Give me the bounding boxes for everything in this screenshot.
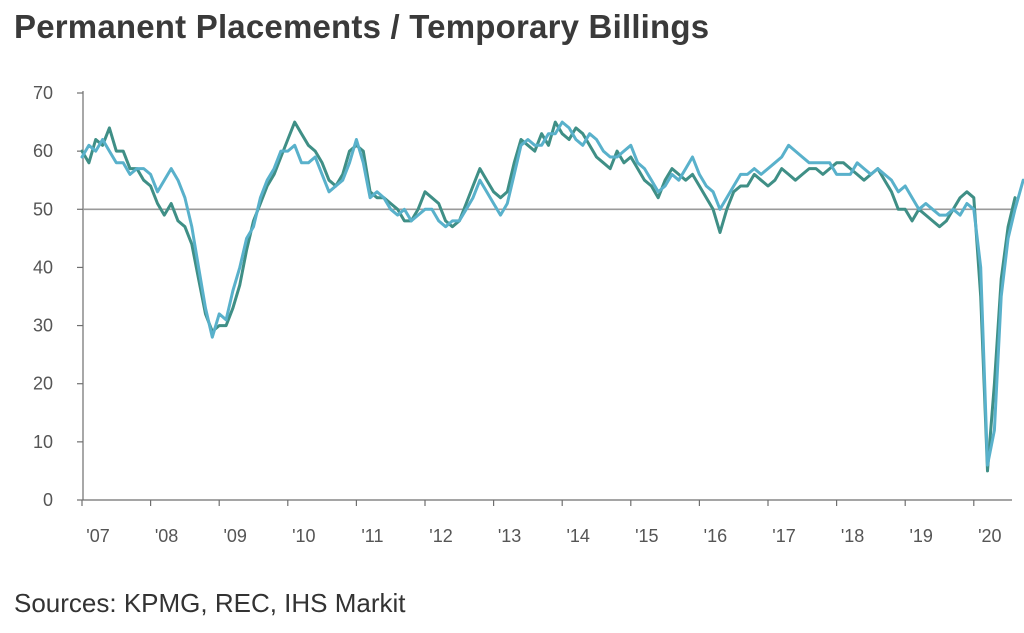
y-tick-label: 50 <box>33 199 53 219</box>
x-tick-label: '18 <box>841 526 864 546</box>
source-note: Sources: KPMG, REC, IHS Markit <box>14 588 406 618</box>
y-tick-label: 20 <box>33 374 53 394</box>
page-title: Permanent Placements / Temporary Billing… <box>14 8 710 45</box>
y-tick-label: 70 <box>33 83 53 103</box>
y-tick-label: 40 <box>33 257 53 277</box>
x-tick-label: '16 <box>704 526 727 546</box>
series-line-1 <box>80 120 1017 473</box>
x-tick-label: '17 <box>772 526 795 546</box>
y-tick-label: 0 <box>43 490 53 510</box>
x-tick-label: '10 <box>292 526 315 546</box>
x-tick-label: '11 <box>361 526 383 546</box>
x-tick-label: '14 <box>566 526 589 546</box>
y-tick-label: 10 <box>33 432 53 452</box>
line-chart: 0 10 20 30 40 50 60 70 '07 '08 '09 '10 '11 '12 '13 '14… <box>33 83 1024 546</box>
x-tick-label: '20 <box>978 526 1001 546</box>
x-tick-label: '13 <box>498 526 521 546</box>
y-tick-label: 60 <box>33 141 53 161</box>
x-tick-label: '19 <box>909 526 932 546</box>
x-tick-label: '09 <box>223 526 246 546</box>
series-group <box>80 120 1024 473</box>
y-axis: 0 10 20 30 40 50 60 70 <box>33 83 84 510</box>
x-tick-label: '08 <box>155 526 178 546</box>
series-line-2 <box>80 120 1024 467</box>
x-tick-label: '12 <box>429 526 452 546</box>
y-tick-label: 30 <box>33 316 53 336</box>
x-tick-label: '15 <box>635 526 658 546</box>
x-tick-label: '07 <box>86 526 109 546</box>
x-axis: '07 '08 '09 '10 '11 '12 '13 '14 '15 '16 '17 '18 '19 '… <box>81 499 1012 546</box>
